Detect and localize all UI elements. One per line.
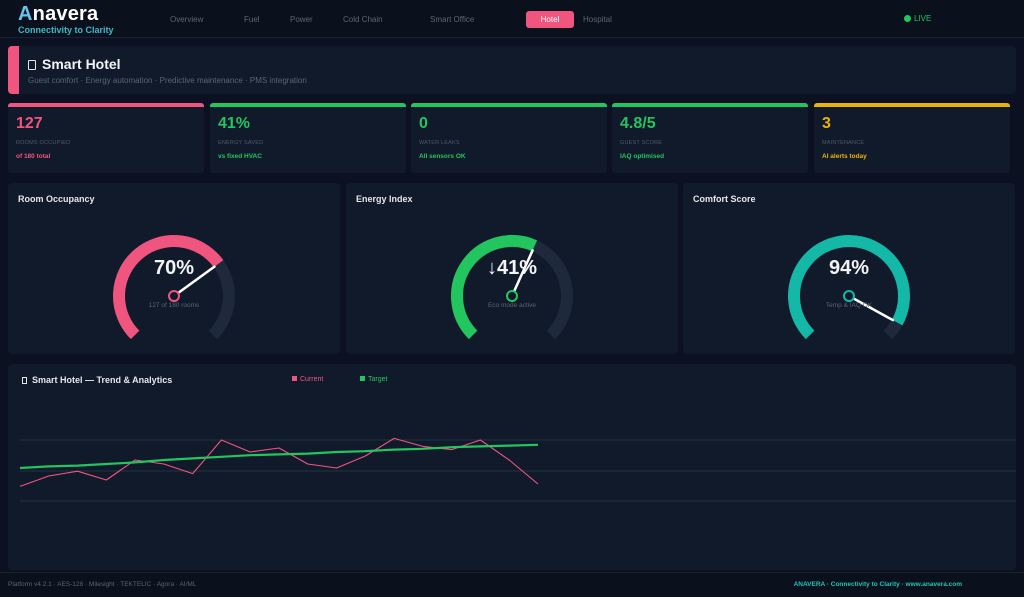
kpi-accent-bar <box>411 103 607 107</box>
page-header: Smart Hotel Guest comfort · Energy autom… <box>8 46 1016 94</box>
gauge-hub <box>843 290 855 302</box>
kpi-note: All sensors OK <box>419 153 466 160</box>
live-label: LIVE <box>914 14 932 23</box>
live-dot-icon <box>904 15 911 22</box>
kpi-label: MAINTENANCE <box>822 140 865 146</box>
trend-title: Smart Hotel — Trend & Analytics <box>22 375 172 385</box>
page-title: Smart Hotel <box>28 56 121 72</box>
nav-item-cold-chain[interactable]: Cold Chain <box>343 15 383 24</box>
kpi-accent-bar <box>8 103 204 107</box>
kpi-note: IAQ optimised <box>620 153 665 160</box>
footer-brand-link[interactable]: ANAVERA · Connectivity to Clarity · www.… <box>793 581 962 588</box>
nav-item-overview[interactable]: Overview <box>170 15 204 24</box>
gauge-value: ↓41% <box>487 257 537 279</box>
live-indicator: LIVE <box>904 13 931 25</box>
gauge-needle <box>172 265 216 298</box>
tablet-icon <box>28 60 36 70</box>
brand-name-rest: navera <box>32 3 99 25</box>
brand-tagline: Connectivity to Clarity <box>18 25 114 35</box>
kpi-card-maintenance[interactable]: 3 MAINTENANCE AI alerts today <box>814 103 1010 173</box>
kpi-note: of 180 total <box>16 153 51 160</box>
gauge-card-room-occupancy[interactable]: 70% Room Occupancy 127 of 180 rooms <box>8 183 340 354</box>
gauge-subtitle: 127 of 180 rooms <box>148 302 200 309</box>
brand-name: Anavera <box>18 3 114 25</box>
gauge-hub <box>506 290 518 302</box>
legend-label: Current <box>300 376 324 383</box>
kpi-note: AI alerts today <box>822 153 867 160</box>
gauge-title: Comfort Score <box>693 194 756 204</box>
gauge-subtitle: Eco mode active <box>487 302 537 309</box>
legend-target[interactable]: Target <box>360 376 387 383</box>
gauge-value: 94% <box>829 257 869 279</box>
kpi-value: 4.8/5 <box>620 115 656 132</box>
gauge-comfort-score: 94% <box>788 235 910 340</box>
footer-platform-info: Platform v4.2.1 · AES-128 · Milesight · … <box>8 581 197 588</box>
trend-chart[interactable] <box>8 364 1016 570</box>
legend-swatch <box>292 376 297 381</box>
page-subtitle: Guest comfort · Energy automation · Pred… <box>28 76 307 85</box>
kpi-accent-bar <box>612 103 808 107</box>
nav-item-smart-office[interactable]: Smart Office <box>430 15 475 24</box>
chart-icon <box>22 377 27 384</box>
nav-item-hotel[interactable]: Hotel <box>526 11 574 28</box>
page-title-text: Smart Hotel <box>42 56 121 72</box>
gauge-fill <box>113 235 224 340</box>
gauge-value: 70% <box>154 257 194 279</box>
nav-item-power[interactable]: Power <box>290 15 313 24</box>
kpi-label: ENERGY SAVED <box>218 140 264 146</box>
kpi-card-energy-saved[interactable]: 41% ENERGY SAVED vs fixed HVAC <box>210 103 406 173</box>
kpi-accent-bar <box>210 103 406 107</box>
legend-current[interactable]: Current <box>292 376 323 383</box>
gauge-fill <box>788 235 910 340</box>
kpi-label: ROOMS OCCUPIED <box>16 140 71 146</box>
kpi-value: 41% <box>218 115 251 132</box>
kpi-accent-bar <box>814 103 1010 107</box>
gauge-title: Energy Index <box>356 194 413 204</box>
kpi-label: WATER LEAKS <box>419 140 460 146</box>
brand-logo[interactable]: Anavera Connectivity to Clarity <box>18 3 114 36</box>
gauge-card-comfort-score[interactable]: 94% Comfort Score Temp & IAQ OK <box>683 183 1015 354</box>
brand-name-initial: A <box>18 3 33 25</box>
nav-item-fuel[interactable]: Fuel <box>244 15 260 24</box>
nav-item-hospital[interactable]: Hospital <box>583 15 612 24</box>
kpi-card-guest-score[interactable]: 4.8/5 GUEST SCORE IAQ optimised <box>612 103 808 173</box>
gauge-needle <box>847 294 895 322</box>
trend-series-current <box>19 437 539 487</box>
gauge-title: Room Occupancy <box>18 194 95 204</box>
gauge-card-energy-index[interactable]: ↓41% Energy Index Eco mode active <box>346 183 678 354</box>
gauge-room-occupancy: 70% <box>113 235 235 340</box>
kpi-label: GUEST SCORE <box>620 140 663 146</box>
header-accent-bar <box>8 46 19 94</box>
kpi-note: vs fixed HVAC <box>218 153 262 160</box>
trend-series-target <box>19 443 539 470</box>
gauge-fill <box>451 235 538 340</box>
top-bar: Anavera Connectivity to Clarity Overview… <box>0 0 1024 38</box>
kpi-value: 127 <box>16 115 43 132</box>
gauge-hub <box>168 290 180 302</box>
kpi-card-rooms-occupied[interactable]: 127 ROOMS OCCUPIED of 180 total <box>8 103 204 173</box>
kpi-card-water-leaks[interactable]: 0 WATER LEAKS All sensors OK <box>411 103 607 173</box>
gauge-energy-index: ↓41% <box>451 235 573 340</box>
legend-swatch <box>360 376 365 381</box>
gauge-subtitle: Temp & IAQ OK <box>825 302 873 309</box>
footer: Platform v4.2.1 · AES-128 · Milesight · … <box>0 572 1024 597</box>
kpi-value: 0 <box>419 115 428 132</box>
trend-chart-card: Smart Hotel — Trend & Analytics Current … <box>8 364 1016 570</box>
trend-title-text: Smart Hotel — Trend & Analytics <box>32 375 173 385</box>
legend-label: Target <box>368 376 388 383</box>
gauge-needle <box>510 249 534 298</box>
kpi-value: 3 <box>822 115 831 132</box>
